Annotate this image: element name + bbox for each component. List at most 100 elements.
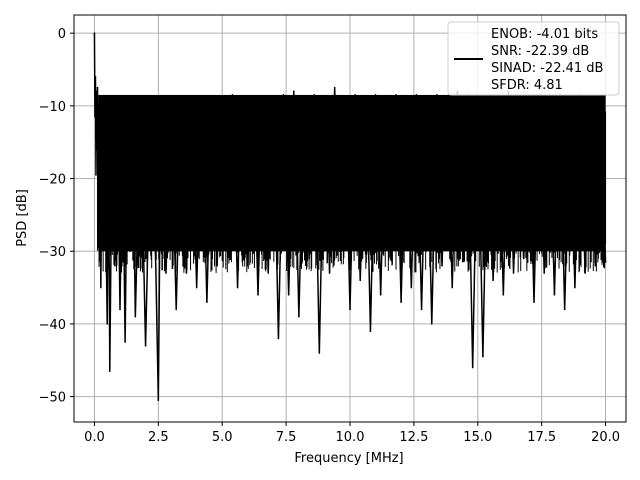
psd-data-point xyxy=(257,294,259,296)
psd-data-point xyxy=(103,134,106,136)
psd-data-point xyxy=(415,94,418,96)
psd-data-point xyxy=(497,97,500,100)
psd-data-point xyxy=(451,286,454,289)
psd-data-point xyxy=(584,272,586,274)
psd-data-point xyxy=(200,97,203,100)
psd-data-point xyxy=(390,257,392,260)
psd-data-point xyxy=(160,112,162,114)
psd-data-point xyxy=(522,257,525,260)
psd-data-point xyxy=(400,301,402,303)
x-tick-label: 10.0 xyxy=(336,430,365,445)
y-axis-label: PSD [dB] xyxy=(15,189,30,247)
tick-layer: 0.0 2.5 5.0 7.5 10.0 12.5 15.0 17.5 20.0 0 −10 −20 −… xyxy=(39,27,620,445)
y-tick-label: −30 xyxy=(39,245,66,260)
psd-data-point xyxy=(195,286,198,289)
psd-data-point xyxy=(482,355,484,358)
legend-entry: SINAD: -22.41 dB xyxy=(491,61,603,76)
psd-data-point xyxy=(308,257,310,260)
legend: ENOB: -4.01 bits SNR: -22.39 dB SINAD: -… xyxy=(447,21,620,96)
x-tick-label: 0.0 xyxy=(84,430,105,445)
psd-data-point xyxy=(292,90,295,93)
psd-data-point xyxy=(405,101,408,104)
psd-data-point xyxy=(119,308,121,311)
psd-data-point xyxy=(277,337,280,340)
psd-data-point xyxy=(563,308,566,311)
psd-data-point xyxy=(543,272,546,274)
y-tick-label: −50 xyxy=(39,391,66,406)
psd-data-point xyxy=(323,97,326,100)
psd-data-point xyxy=(226,250,229,253)
psd-data-point xyxy=(154,264,157,267)
psd-data-point xyxy=(124,341,126,343)
psd-data-point xyxy=(425,97,428,100)
psd-data-point xyxy=(313,94,316,96)
x-tick-label: 5.0 xyxy=(212,430,233,445)
psd-data-point xyxy=(252,101,254,104)
psd-data-point xyxy=(131,119,134,122)
psd-data-point xyxy=(528,97,530,100)
psd-data-point xyxy=(553,294,556,296)
psd-data-point xyxy=(98,105,101,107)
psd-data-point xyxy=(436,94,438,96)
psd-data-point xyxy=(328,272,331,274)
psd-data-point xyxy=(246,264,249,267)
series-layer xyxy=(93,32,607,402)
psd-data-point xyxy=(114,264,116,267)
psd-data-point xyxy=(211,105,213,107)
legend-entry: SFDR: 4.81 xyxy=(491,78,563,93)
x-axis-label: Frequency [MHz] xyxy=(294,451,403,466)
psd-data-point xyxy=(111,112,114,114)
psd-data-point xyxy=(221,101,224,104)
x-tick-label: 17.5 xyxy=(527,430,556,445)
psd-data-point xyxy=(102,235,105,238)
psd-data-point xyxy=(100,286,102,289)
psd-data-point xyxy=(374,94,377,96)
psd-data-point xyxy=(502,294,505,296)
psd-data-point xyxy=(116,123,119,125)
legend-box xyxy=(447,21,620,96)
psd-data-point xyxy=(216,264,218,267)
psd-data-point xyxy=(354,94,356,96)
psd-data-point xyxy=(95,174,97,176)
y-tick-label: 0 xyxy=(58,27,66,42)
psd-data-point xyxy=(175,308,178,311)
psd-data-point xyxy=(282,94,285,96)
psd-data-point xyxy=(379,294,382,296)
psd-data-point xyxy=(139,108,142,111)
psd-data-point xyxy=(94,115,96,118)
psd-data-point xyxy=(430,323,433,325)
psd-data-point xyxy=(364,97,367,100)
psd-data-point xyxy=(568,97,571,100)
x-tick-label: 12.5 xyxy=(399,430,428,445)
psd-data-point xyxy=(349,308,351,311)
psd-data-point xyxy=(157,399,160,402)
psd-data-point xyxy=(97,192,100,194)
psd-data-point xyxy=(144,344,147,347)
psd-data-point xyxy=(410,286,413,289)
psd-data-point xyxy=(121,126,124,129)
psd-data-point xyxy=(471,366,474,369)
psd-data-point xyxy=(134,315,137,318)
psd-data-point xyxy=(384,97,387,100)
psd-data-point xyxy=(318,352,321,354)
psd-data-point xyxy=(395,94,397,96)
psd-data-point xyxy=(94,75,97,78)
psd-data-point xyxy=(492,279,494,282)
psd-data-point xyxy=(236,286,239,289)
psd-data-point xyxy=(359,279,362,282)
psd-data-point xyxy=(108,370,111,372)
psd-data-point xyxy=(106,323,109,325)
y-tick-label: −40 xyxy=(39,318,66,333)
psd-data-point xyxy=(338,250,341,253)
psd-data-point xyxy=(126,115,129,118)
psd-data-point xyxy=(165,272,167,274)
legend-entry: ENOB: -4.01 bits xyxy=(491,27,598,42)
psd-data-point xyxy=(369,330,372,332)
psd-data-point xyxy=(190,105,193,107)
psd-data-point xyxy=(206,301,208,303)
psd-data-point xyxy=(574,286,576,289)
psd-data-point xyxy=(303,97,305,100)
legend-entry: SNR: -22.39 dB xyxy=(491,44,589,59)
psd-data-point xyxy=(476,97,479,100)
